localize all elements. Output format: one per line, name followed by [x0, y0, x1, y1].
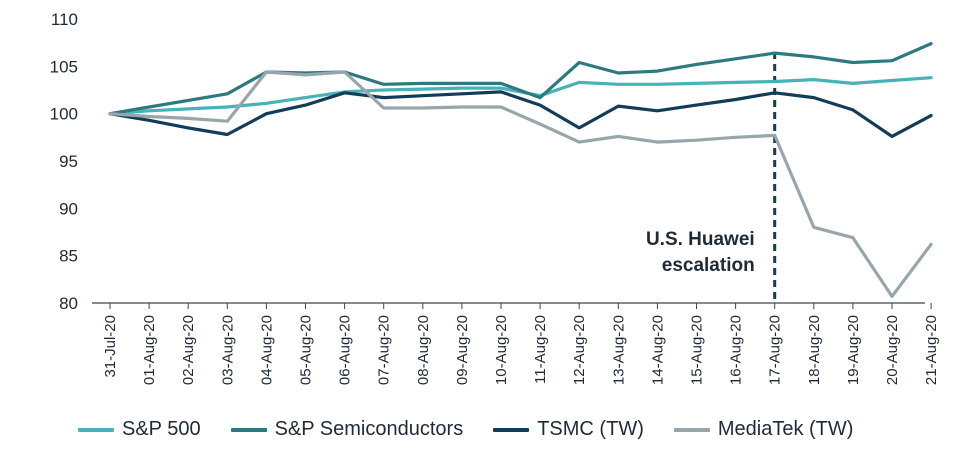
y-tick-label: 80	[59, 294, 78, 313]
x-tick-label: 10-Aug-20	[493, 315, 510, 385]
x-tick-label: 12-Aug-20	[571, 315, 588, 385]
annotation-text: U.S. Huawei	[646, 229, 755, 250]
x-axis-ticks: 31-Jul-20 01-Aug-20 02-Aug-20 03-Aug-20 04-A…	[102, 303, 940, 385]
legend-swatch	[230, 427, 267, 432]
y-tick-label: 105	[50, 57, 78, 76]
x-tick-label: 06-Aug-20	[337, 315, 354, 385]
legend-label: S&P Semiconductors	[274, 418, 464, 440]
legend-item: S&P Semiconductors	[230, 418, 464, 441]
x-tick-label: 16-Aug-20	[728, 315, 745, 385]
legend-item: S&P 500	[78, 418, 201, 441]
line-chart: 80 85 90 95 100 105 110 31-Jul-20 01-Aug-20 02-A…	[50, 10, 940, 385]
y-tick-label: 85	[59, 247, 78, 266]
x-tick-label: 01-Aug-20	[141, 315, 158, 385]
x-tick-label: 31-Jul-20	[102, 315, 119, 378]
legend-swatch	[673, 427, 710, 432]
huawei-annotation: U.S. Huawei escalation	[646, 52, 777, 303]
legend-item: MediaTek (TW)	[673, 418, 854, 441]
series-line-4	[108, 70, 933, 298]
x-tick-label: 20-Aug-20	[884, 315, 901, 385]
x-tick-label: 19-Aug-20	[845, 315, 862, 385]
legend: S&P 500 S&P Semiconductors TSMC (TW) MediaT…	[78, 418, 883, 441]
legend-label: S&P 500	[122, 418, 201, 440]
legend-swatch	[493, 427, 530, 432]
y-axis-ticks: 80 85 90 95 100 105 110	[50, 10, 78, 313]
x-tick-label: 18-Aug-20	[806, 315, 823, 385]
y-tick-label: 90	[59, 199, 78, 218]
series-lines	[108, 41, 933, 298]
series-line-3	[108, 90, 933, 138]
x-tick-label: 11-Aug-20	[532, 315, 549, 384]
annotation-text: escalation	[662, 255, 755, 276]
x-tick-label: 04-Aug-20	[258, 315, 275, 385]
x-tick-label: 17-Aug-20	[767, 315, 784, 385]
x-tick-label: 03-Aug-20	[219, 315, 236, 385]
x-tick-label: 08-Aug-20	[415, 315, 432, 385]
legend-label: MediaTek (TW)	[717, 418, 854, 440]
x-tick-label: 09-Aug-20	[454, 315, 471, 385]
y-tick-label: 95	[59, 152, 78, 171]
y-tick-label: 110	[51, 10, 78, 29]
x-tick-label: 07-Aug-20	[376, 315, 393, 385]
y-tick-label: 100	[50, 105, 78, 124]
x-tick-label: 05-Aug-20	[298, 315, 315, 385]
x-tick-label: 02-Aug-20	[180, 315, 197, 385]
x-tick-label: 15-Aug-20	[689, 315, 706, 385]
x-tick-label: 21-Aug-20	[923, 315, 940, 385]
legend-label: TSMC (TW)	[537, 418, 644, 440]
x-tick-label: 13-Aug-20	[610, 315, 627, 385]
legend-item: TSMC (TW)	[493, 418, 644, 441]
x-tick-label: 14-Aug-20	[649, 315, 666, 385]
legend-swatch	[78, 427, 114, 432]
series-line-2	[108, 41, 933, 116]
